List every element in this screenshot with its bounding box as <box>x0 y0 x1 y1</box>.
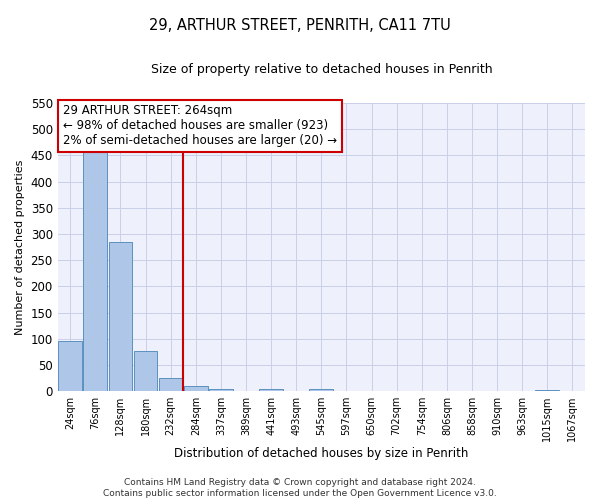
Title: Size of property relative to detached houses in Penrith: Size of property relative to detached ho… <box>151 62 492 76</box>
Text: 29 ARTHUR STREET: 264sqm
← 98% of detached houses are smaller (923)
2% of semi-d: 29 ARTHUR STREET: 264sqm ← 98% of detach… <box>63 104 337 148</box>
Bar <box>58 342 82 391</box>
Bar <box>535 390 559 391</box>
Text: 29, ARTHUR STREET, PENRITH, CA11 7TU: 29, ARTHUR STREET, PENRITH, CA11 7TU <box>149 18 451 32</box>
Bar <box>159 378 182 391</box>
Bar <box>134 351 157 391</box>
X-axis label: Distribution of detached houses by size in Penrith: Distribution of detached houses by size … <box>174 447 469 460</box>
Text: Contains HM Land Registry data © Crown copyright and database right 2024.
Contai: Contains HM Land Registry data © Crown c… <box>103 478 497 498</box>
Y-axis label: Number of detached properties: Number of detached properties <box>15 160 25 335</box>
Bar <box>184 386 208 391</box>
Bar <box>109 242 133 391</box>
Bar <box>259 388 283 391</box>
Bar <box>83 150 107 391</box>
Bar <box>310 388 333 391</box>
Bar <box>209 388 233 391</box>
